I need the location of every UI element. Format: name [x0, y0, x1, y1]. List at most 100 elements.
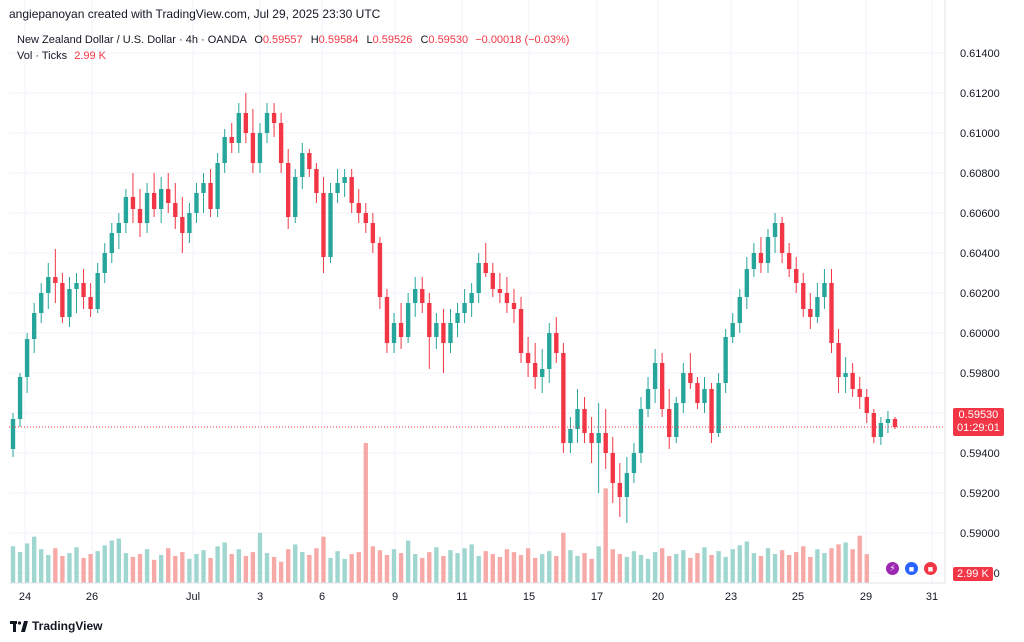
volume-bar — [229, 554, 234, 583]
candle-body — [892, 419, 898, 427]
candle-body — [716, 383, 721, 433]
volume-bar — [377, 550, 383, 583]
candle-countdown: 01:29:01 — [957, 422, 1000, 434]
candle-body — [525, 353, 531, 363]
candle-body — [10, 419, 16, 449]
candle-body — [857, 389, 862, 397]
volume-bar — [328, 557, 333, 583]
candle-body — [53, 277, 58, 283]
volume-bar — [285, 549, 291, 583]
volume-bar — [67, 553, 72, 583]
candle-body — [737, 297, 742, 323]
volume-bar — [420, 557, 425, 583]
volume-bar — [434, 547, 439, 583]
volume-bar — [166, 548, 171, 583]
price-tick-label: 0.61200 — [960, 88, 1000, 100]
candle-body — [420, 289, 425, 303]
candle-body — [405, 303, 411, 337]
volume-bar — [257, 532, 263, 583]
volume-bar — [60, 555, 65, 583]
volume-bar — [476, 555, 481, 583]
candle-body — [130, 197, 136, 209]
change-value: −0.00018 (−0.03%) — [475, 34, 570, 46]
price-tick-label: 0.59200 — [960, 488, 1000, 500]
candle-body — [300, 153, 305, 177]
candle-body — [801, 283, 806, 309]
candle-body — [843, 373, 848, 377]
last-price-tag: 0.59530 01:29:01 — [953, 408, 1004, 436]
time-axis[interactable]: 24 26 Jul 3 6 9 11 15 17 20 23 25 29 31 — [19, 591, 938, 603]
volume-bar — [342, 558, 347, 583]
volume-bar — [490, 554, 495, 583]
volume-bar — [575, 555, 580, 583]
volume-bar — [109, 540, 114, 583]
price-axis[interactable]: 0.61400 0.61200 0.61000 0.60800 0.60600 0.604… — [960, 48, 1000, 580]
candle-body — [137, 209, 143, 223]
candle-body — [95, 273, 100, 309]
time-tick-label: 6 — [319, 591, 325, 603]
candle-body — [151, 193, 157, 209]
price-tick-label: 0.61000 — [960, 128, 1000, 140]
candle-body — [779, 223, 785, 253]
volume-bar — [95, 551, 100, 583]
candle-body — [603, 433, 608, 453]
candle-body — [547, 333, 552, 369]
candle-body — [589, 433, 594, 443]
volume-bar — [737, 545, 742, 583]
volume-bar — [123, 553, 129, 583]
volume-bar — [723, 556, 728, 583]
price-tick-label: 0.61400 — [960, 48, 1000, 60]
candle-body — [540, 369, 545, 377]
volume-bar — [455, 553, 460, 583]
candle-body — [674, 403, 679, 437]
candle-body — [264, 113, 270, 133]
candle-body — [46, 277, 51, 293]
volume-bar — [624, 556, 630, 583]
candle-body — [794, 269, 799, 283]
volume-bar — [201, 550, 206, 583]
volume-bar — [547, 551, 552, 583]
candle-body — [158, 189, 164, 209]
volume-bar — [808, 556, 813, 583]
candle-body — [864, 397, 869, 413]
candle-body — [285, 163, 291, 217]
candle-body — [772, 223, 778, 237]
candle-body — [377, 243, 383, 297]
symbol-title[interactable]: New Zealand Dollar / U.S. Dollar · 4h · … — [17, 34, 247, 46]
tradingview-logo[interactable]: TradingView — [10, 619, 102, 633]
volume-bar — [702, 547, 707, 583]
volume-bar — [850, 549, 855, 583]
volume-bar — [794, 552, 799, 583]
volume-bar — [236, 549, 241, 583]
candle-body — [652, 363, 658, 389]
us-flag-icon[interactable]: ■ — [903, 560, 920, 577]
candle-body — [836, 343, 841, 377]
low-value: 0.59526 — [372, 34, 413, 46]
event-badges[interactable]: ⚡ ■ ■ — [884, 560, 939, 577]
volume-bar — [441, 555, 446, 583]
high-value: 0.59584 — [318, 34, 359, 46]
candle-body — [123, 197, 129, 223]
lightning-icon[interactable]: ⚡ — [884, 560, 901, 577]
candle-body — [413, 289, 418, 303]
volume-bar — [554, 555, 559, 583]
volume-bar — [857, 535, 862, 583]
candle-body — [222, 137, 227, 163]
volume-bar — [681, 550, 686, 583]
volume-bar — [610, 549, 615, 583]
volume-bar — [765, 548, 771, 583]
volume-label[interactable]: Vol · Ticks — [17, 50, 68, 62]
volume-bar — [709, 555, 714, 583]
candle-body — [215, 163, 220, 209]
volume-bar — [53, 548, 58, 583]
candle-body — [497, 289, 503, 293]
volume-bar — [462, 548, 467, 583]
volume-bar — [314, 548, 319, 583]
volume-bar — [744, 541, 750, 583]
candle-body — [349, 177, 354, 203]
us-flag-icon-2[interactable]: ■ — [922, 560, 939, 577]
volume-bar — [448, 550, 453, 583]
volume-bar — [24, 543, 30, 583]
volume-bar — [39, 549, 44, 583]
